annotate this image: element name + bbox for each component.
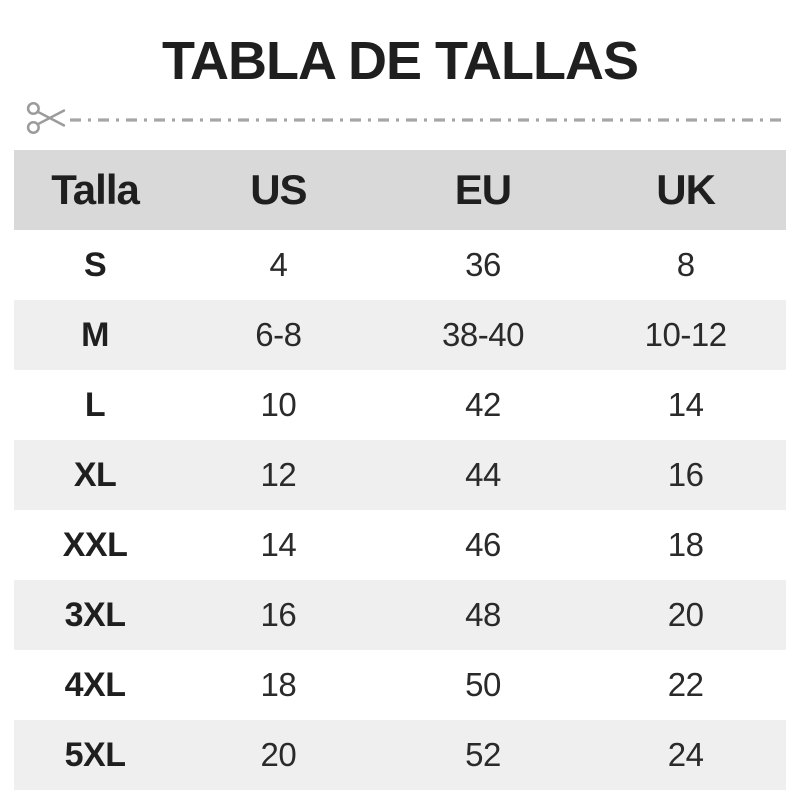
cell-uk: 20 xyxy=(585,580,786,651)
cell-talla: 4XL xyxy=(14,650,177,721)
column-header-uk: UK xyxy=(585,150,786,231)
cell-uk: 16 xyxy=(585,440,786,511)
dashed-cut-line xyxy=(70,118,788,122)
cell-us: 20 xyxy=(176,720,381,791)
cell-eu: 50 xyxy=(380,650,586,721)
table-row: 5XL 20 52 24 xyxy=(14,720,786,791)
cell-talla: M xyxy=(14,300,177,371)
cell-uk: 8 xyxy=(585,230,786,301)
cell-talla: S xyxy=(14,230,177,301)
cell-talla: 3XL xyxy=(14,580,177,651)
cell-uk: 22 xyxy=(585,650,786,721)
cell-talla: XL xyxy=(14,440,177,511)
cell-eu: 38-40 xyxy=(380,300,586,371)
cell-uk: 24 xyxy=(585,720,786,791)
table-header-row: Talla US EU UK xyxy=(14,150,786,231)
table-row: XXL 14 46 18 xyxy=(14,510,786,581)
page-title: TABLA DE TALLAS xyxy=(162,31,639,91)
cell-eu: 52 xyxy=(380,720,586,791)
table-row: S 4 36 8 xyxy=(14,230,786,301)
column-header-eu: EU xyxy=(380,150,586,231)
cell-talla: XXL xyxy=(14,510,177,581)
cell-talla: 5XL xyxy=(14,720,177,791)
cell-uk: 10-12 xyxy=(585,300,786,371)
cell-eu: 36 xyxy=(380,230,586,301)
table-row: XL 12 44 16 xyxy=(14,440,786,511)
table-row: 4XL 18 50 22 xyxy=(14,650,786,721)
cell-uk: 14 xyxy=(585,370,786,441)
cell-us: 14 xyxy=(176,510,381,581)
cell-us: 4 xyxy=(176,230,381,301)
size-chart-page: TABLA DE TALLAS Talla US EU UK xyxy=(0,30,800,800)
cell-us: 12 xyxy=(176,440,381,511)
cell-eu: 42 xyxy=(380,370,586,441)
cell-uk: 18 xyxy=(585,510,786,581)
table-row: 3XL 16 48 20 xyxy=(14,580,786,651)
table-row: M 6-8 38-40 10-12 xyxy=(14,300,786,371)
table-row: L 10 42 14 xyxy=(14,370,786,441)
column-header-us: US xyxy=(176,150,381,231)
cell-us: 18 xyxy=(176,650,381,721)
column-header-talla: Talla xyxy=(14,150,177,231)
scissors-icon xyxy=(26,98,66,143)
cell-us: 6-8 xyxy=(176,300,381,371)
cell-eu: 44 xyxy=(380,440,586,511)
cell-eu: 46 xyxy=(380,510,586,581)
cell-talla: L xyxy=(14,370,177,441)
cell-eu: 48 xyxy=(380,580,586,651)
cell-us: 16 xyxy=(176,580,381,651)
cell-us: 10 xyxy=(176,370,381,441)
cut-line xyxy=(26,98,788,142)
size-table: Talla US EU UK S 4 36 8 M 6-8 38-40 10-1… xyxy=(14,150,786,791)
